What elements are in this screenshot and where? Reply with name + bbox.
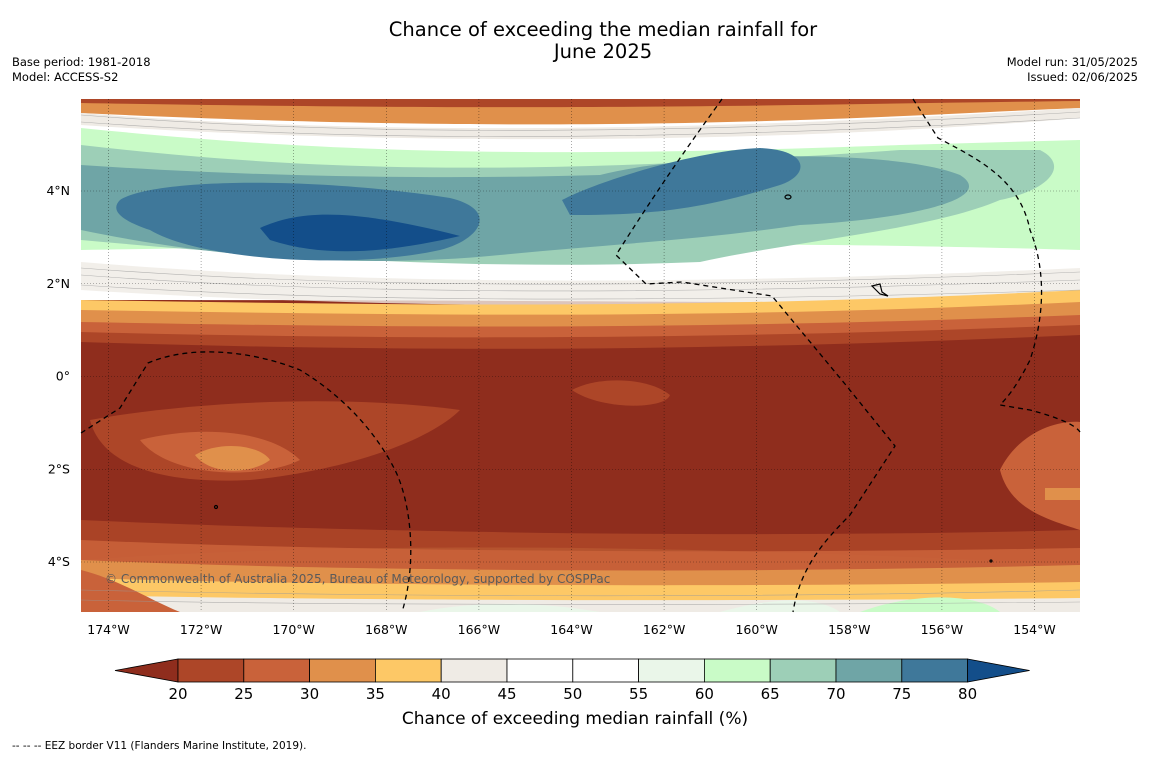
meta-left: Base period: 1981-2018 Model: ACCESS-S2 xyxy=(12,55,151,85)
colorbar-tick-label: 60 xyxy=(695,685,714,703)
colorbar-tick-label: 20 xyxy=(168,685,187,703)
colorbar-swatch xyxy=(374,658,442,683)
colorbar-label: Chance of exceeding median rainfall (%) xyxy=(401,709,749,729)
lat-tick-label: 2°N xyxy=(46,276,70,291)
map-title: Chance of exceeding the median rainfall … xyxy=(0,19,1150,63)
colorbar-swatch xyxy=(704,658,771,683)
lon-tick-label: 154°W xyxy=(1013,622,1055,637)
lon-tick-label: 174°W xyxy=(87,622,129,637)
map-area xyxy=(81,99,1080,612)
colorbar-tick-label: 40 xyxy=(432,685,451,703)
lon-tick-label: 160°W xyxy=(735,622,777,637)
lon-tick-label: 170°W xyxy=(272,622,314,637)
lat-tick-label: 4°N xyxy=(46,183,70,198)
model-run-text: Model run: 31/05/2025 xyxy=(1006,55,1138,69)
copyright-text: © Commonwealth of Australia 2025, Bureau… xyxy=(105,572,610,586)
colorbar-swatch xyxy=(243,658,311,683)
model-text: Model: ACCESS-S2 xyxy=(12,70,119,84)
lat-tick-label: 2°S xyxy=(48,461,70,476)
colorbar-swatch xyxy=(572,658,639,683)
lon-tick-label: 168°W xyxy=(365,622,407,637)
colorbar-swatch xyxy=(177,658,245,683)
colorbar-tick-label: 80 xyxy=(958,685,977,703)
lon-tick-label: 166°W xyxy=(458,622,500,637)
meta-right: Model run: 31/05/2025 Issued: 02/06/2025 xyxy=(1007,55,1138,85)
lon-tick-label: 156°W xyxy=(921,622,963,637)
title-line-2: June 2025 xyxy=(553,40,653,63)
lon-tick-label: 162°W xyxy=(643,622,685,637)
islands xyxy=(213,194,993,563)
lat-tick-label: 0° xyxy=(56,369,70,384)
colorbar-extend-high xyxy=(967,658,1030,683)
issued-text: Issued: 02/06/2025 xyxy=(1027,70,1138,84)
eez-border-lines xyxy=(80,98,1081,613)
colorbar-tick-label: 25 xyxy=(234,685,253,703)
title-line-1: Chance of exceeding the median rainfall … xyxy=(388,18,818,41)
eez-footnote: -- -- -- EEZ border V11 (Flanders Marine… xyxy=(12,740,307,752)
colorbar-tick-label: 75 xyxy=(892,685,911,703)
colorbar-extend-low xyxy=(114,658,179,683)
colorbar-swatch xyxy=(638,658,705,683)
colorbar-swatch xyxy=(835,658,903,683)
colorbar-tick-label: 50 xyxy=(563,685,582,703)
colorbar-tick-label: 30 xyxy=(300,685,319,703)
colorbar-tick-label: 65 xyxy=(761,685,780,703)
colorbar-swatch xyxy=(901,658,968,683)
colorbar-tick-label: 55 xyxy=(629,685,648,703)
lon-tick-label: 172°W xyxy=(180,622,222,637)
lon-tick-label: 164°W xyxy=(550,622,592,637)
base-period-text: Base period: 1981-2018 xyxy=(12,55,151,69)
colorbar: 20 25 30 35 40 45 50 55 60 65 70 75 80 xyxy=(114,658,1030,703)
lon-tick-label: 158°W xyxy=(828,622,870,637)
colorbar-tick-label: 35 xyxy=(366,685,385,703)
colorbar-swatch xyxy=(506,658,574,683)
colorbar-swatch xyxy=(769,658,837,683)
colorbar-tick-label: 45 xyxy=(497,685,516,703)
colorbar-swatch xyxy=(440,658,508,683)
colorbar-tick-label: 70 xyxy=(826,685,845,703)
colorbar-swatch xyxy=(309,658,376,683)
lat-tick-label: 4°S xyxy=(48,554,70,569)
